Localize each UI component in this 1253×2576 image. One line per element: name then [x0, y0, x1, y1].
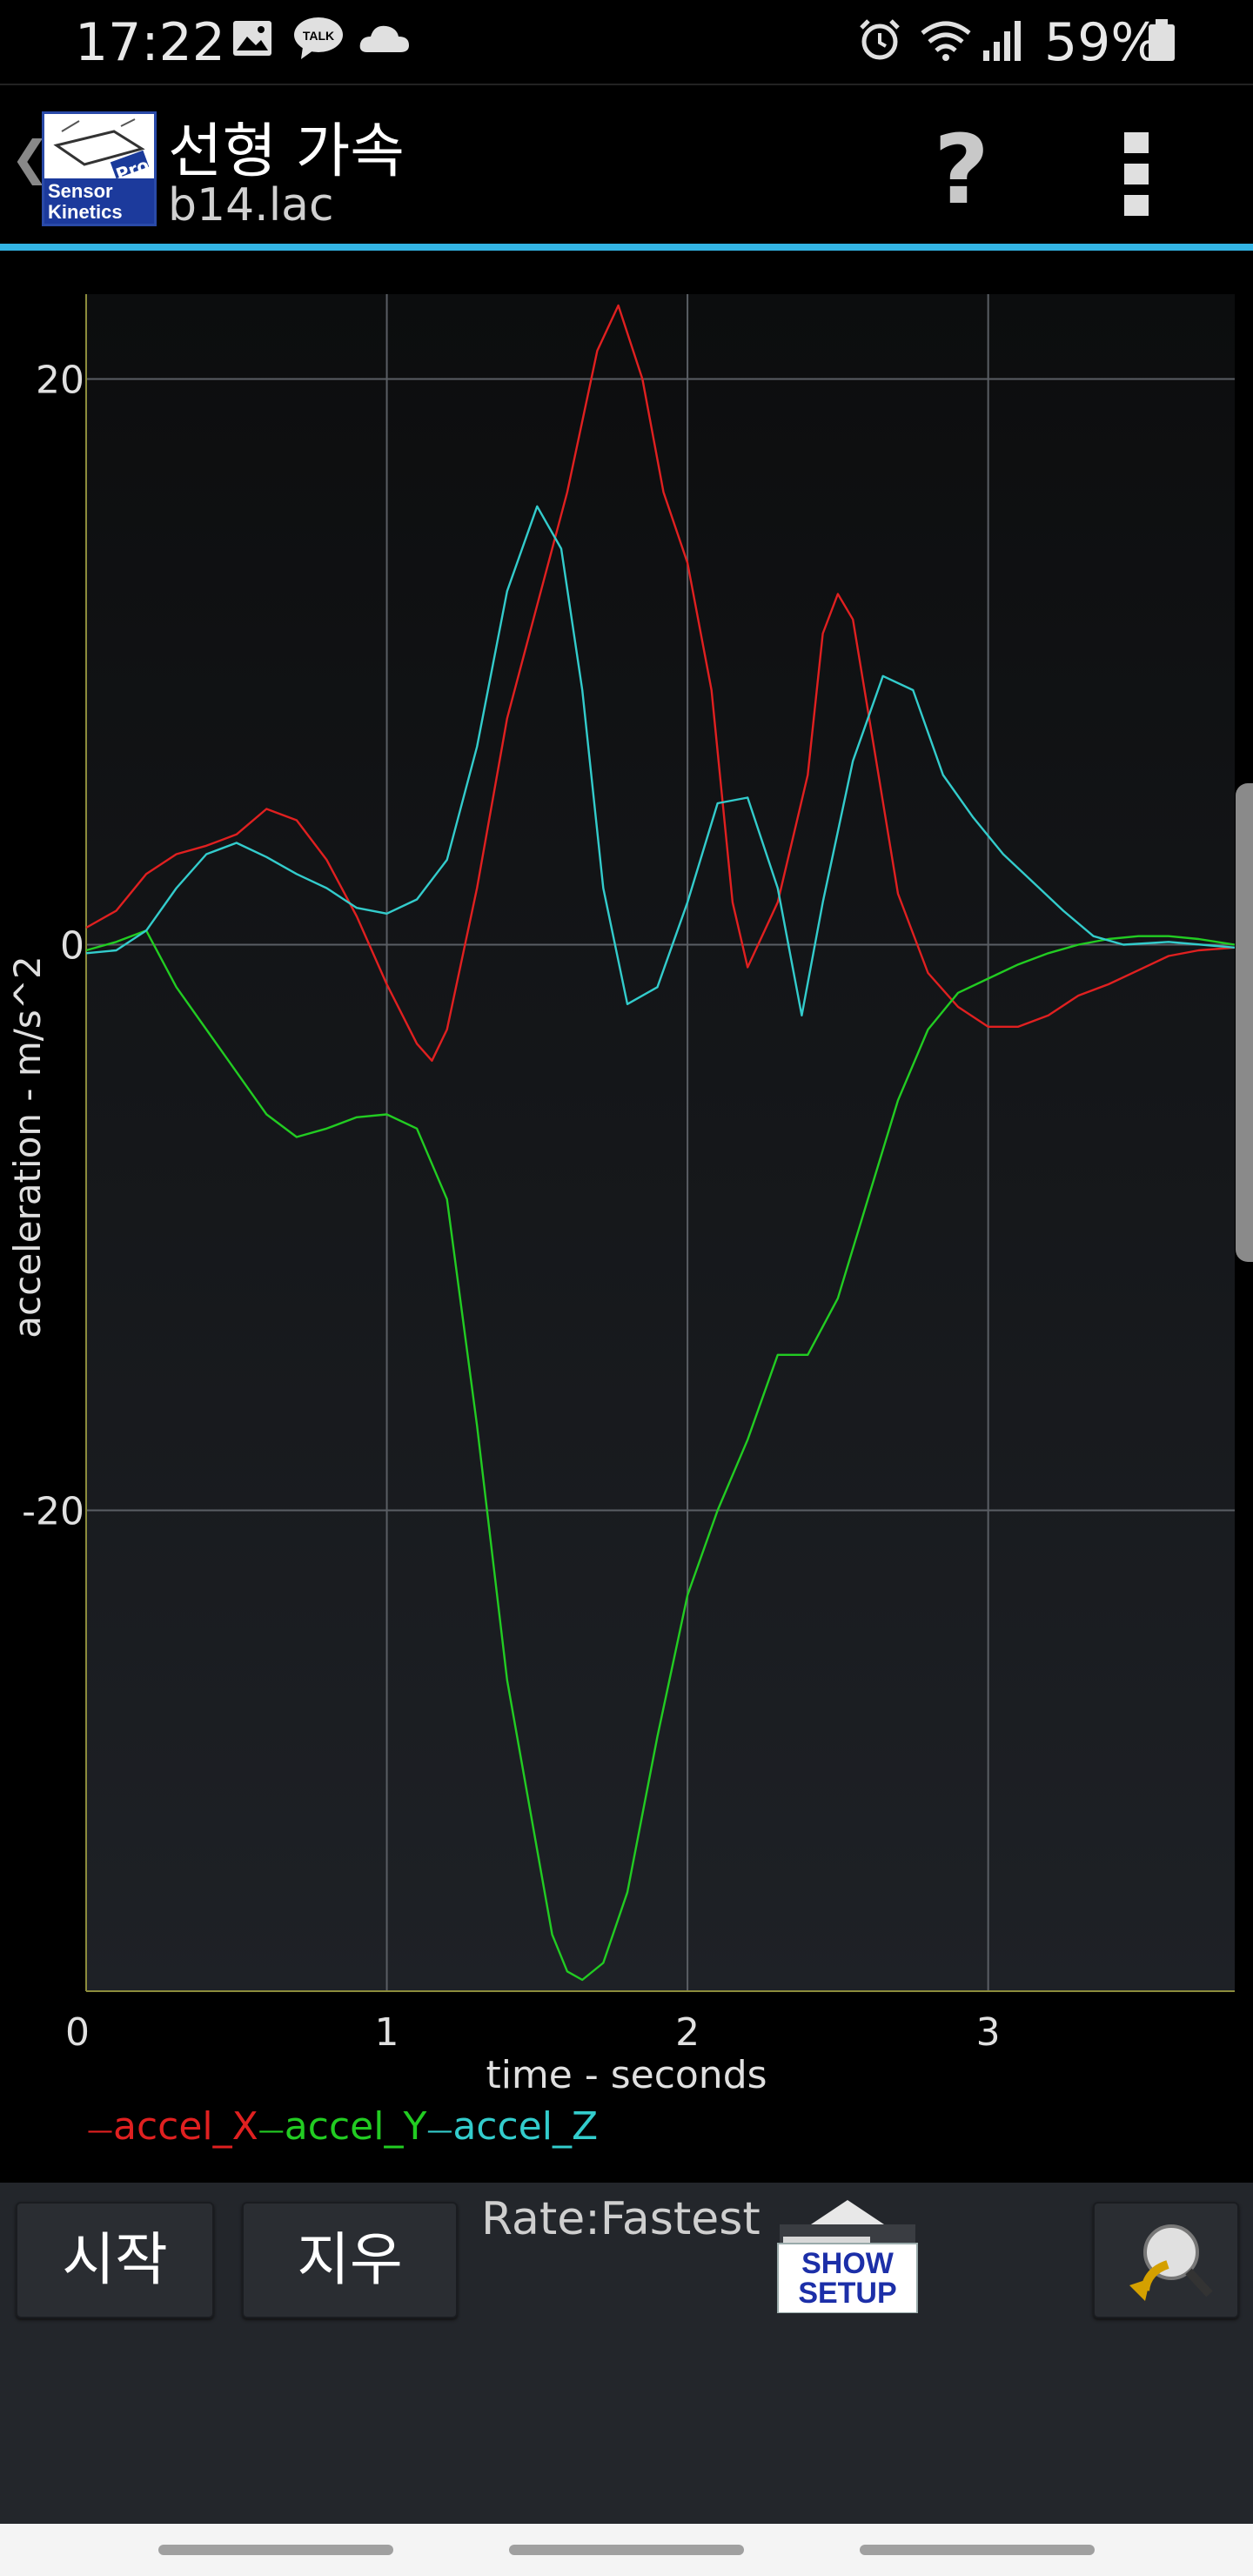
overflow-menu-button[interactable]	[1098, 122, 1176, 226]
series-line-accel-z	[85, 505, 1236, 1016]
legend-swatch-z: —	[426, 2116, 453, 2146]
kakaotalk-icon: TALK	[294, 17, 343, 59]
signal-icon	[983, 21, 1021, 61]
wifi-icon	[921, 21, 971, 61]
page-title: 선형 가속	[168, 117, 405, 186]
y-axis-label: acceleration - m/s^2	[6, 956, 49, 1338]
plot-background	[86, 294, 1235, 1991]
action-bar	[0, 84, 1253, 247]
x-axis-label: time - seconds	[486, 2053, 767, 2097]
acceleration-chart[interactable]: 0 1 2 3 20 0 -20 time - seconds acceleration -…	[0, 251, 1253, 2181]
x-tick-label: 1	[375, 2010, 399, 2055]
battery-percent: 59%	[1044, 12, 1161, 73]
status-time: 17:22	[75, 12, 225, 73]
x-tick-label: 3	[976, 2010, 1001, 2055]
x-tick-label: 2	[675, 2010, 700, 2055]
y-tick-label: -20	[22, 1490, 84, 1534]
sample-rate-label[interactable]: Rate:Fastest	[481, 2193, 761, 2245]
legend-swatch-x: —	[87, 2116, 113, 2146]
nav-back-button[interactable]	[860, 2545, 1095, 2555]
series-line-accel-x	[85, 304, 1236, 1062]
overflow-dot-icon	[1124, 132, 1149, 153]
overflow-dot-icon	[1124, 195, 1149, 216]
undo-magnifier-icon	[1129, 2224, 1213, 2301]
legend-swatch-y: —	[258, 2116, 285, 2146]
x-tick-label: 0	[65, 2010, 90, 2055]
help-button[interactable]: ?	[934, 114, 989, 225]
series-line-accel-y	[85, 929, 1236, 1982]
app-logo[interactable]: Pro Sensor Kinetics	[42, 111, 157, 226]
show-setup-line1: SHOW	[801, 2247, 895, 2280]
undo-zoom-button[interactable]	[1093, 2202, 1239, 2318]
status-bar: 17:22 TALK 59%	[0, 0, 1253, 84]
clear-button[interactable]: 지우	[242, 2202, 458, 2318]
alarm-icon	[860, 19, 900, 60]
file-name: b14.lac	[168, 179, 334, 231]
logo-line1: Sensor	[48, 180, 113, 202]
chart-area[interactable]: 0 1 2 3 20 0 -20 time - seconds acceleration -…	[0, 251, 1253, 2181]
system-nav-bar	[0, 2524, 1253, 2576]
start-button[interactable]: 시작	[16, 2202, 214, 2318]
battery-icon	[1149, 19, 1175, 61]
y-tick-label: 0	[60, 924, 84, 969]
legend-item-accel-z: accel_Z	[452, 2104, 599, 2149]
action-bar-divider	[0, 244, 1253, 251]
nav-recents-button[interactable]	[158, 2545, 393, 2555]
nav-home-button[interactable]	[509, 2545, 744, 2555]
overflow-dot-icon	[1124, 164, 1149, 184]
legend-item-accel-y: accel_Y	[284, 2104, 427, 2149]
show-setup-button[interactable]: SHOW SETUP	[776, 2200, 919, 2314]
show-setup-line2: SETUP	[798, 2277, 896, 2310]
chart-legend: —accel_X—accel_Y—accel_Z	[87, 2104, 598, 2149]
tablet-sketch-icon	[53, 118, 150, 179]
scrollbar-handle[interactable]	[1236, 783, 1253, 1262]
talk-badge: TALK	[303, 29, 334, 43]
legend-item-accel-x: accel_X	[113, 2104, 258, 2149]
logo-line2: Kinetics	[48, 201, 123, 223]
cloud-icon	[359, 25, 409, 52]
show-setup-icon: SHOW SETUP	[777, 2200, 918, 2314]
image-icon	[233, 21, 271, 56]
y-tick-label: 20	[36, 359, 84, 403]
